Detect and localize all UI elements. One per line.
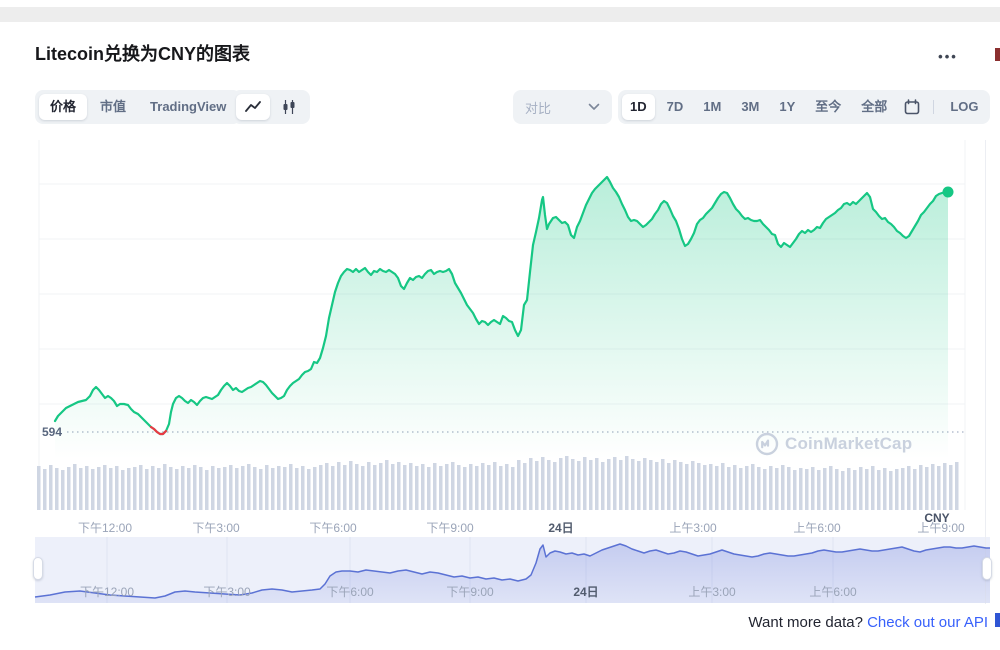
currency-unit-label: CNY bbox=[924, 511, 950, 525]
x-tick-label: 24日 bbox=[548, 521, 574, 535]
x-tick-label: 上午9:00 bbox=[917, 521, 965, 535]
compare-label: 对比 bbox=[525, 100, 552, 116]
chevron-down-icon bbox=[588, 103, 600, 110]
range-all[interactable]: 全部 bbox=[861, 99, 888, 114]
clipped-edge-fragment-top bbox=[995, 48, 1000, 61]
calendar-icon[interactable] bbox=[899, 94, 925, 120]
brush-handle-right[interactable] bbox=[982, 557, 992, 580]
calendar-glyph bbox=[905, 99, 920, 115]
page-top-strip bbox=[0, 7, 1000, 22]
clipped-edge-fragment-bottom bbox=[995, 613, 1000, 627]
api-promo-text: Want more data? bbox=[748, 614, 863, 631]
brush-tick-label: 下午6:00 bbox=[326, 585, 374, 599]
page-title: Litecoin兑换为CNY的图表 bbox=[35, 44, 251, 64]
range-7d[interactable]: 7D bbox=[666, 99, 684, 114]
api-link[interactable]: Check out our API bbox=[867, 614, 988, 631]
metric-tab-group: 价格 市值 TradingView bbox=[35, 90, 242, 124]
x-tick-label: 上午3:00 bbox=[669, 521, 717, 535]
brush-selector[interactable] bbox=[35, 537, 990, 603]
price-chart-plot[interactable] bbox=[39, 140, 965, 510]
range-ytd[interactable]: 至今 bbox=[815, 99, 842, 114]
x-tick-label: 上午6:00 bbox=[793, 521, 841, 535]
brush-tick-label: 24日 bbox=[573, 585, 599, 599]
toolbar-divider bbox=[933, 100, 935, 114]
brush-tick-label: 上午3:00 bbox=[688, 585, 736, 599]
range-1m[interactable]: 1M bbox=[703, 99, 722, 114]
brush-tick-label: 上午6:00 bbox=[809, 585, 857, 599]
coinmarketcap-logo-icon bbox=[755, 432, 779, 456]
x-tick-label: 下午6:00 bbox=[309, 521, 357, 535]
baseline-price-label: 594 bbox=[42, 425, 63, 439]
coinmarketcap-watermark: CoinMarketCap bbox=[755, 432, 912, 456]
range-1d[interactable]: 1D bbox=[622, 94, 655, 120]
range-1y[interactable]: 1Y bbox=[779, 99, 796, 114]
range-3m[interactable]: 3M bbox=[741, 99, 760, 114]
candlestick-icon[interactable] bbox=[272, 94, 306, 120]
log-scale-toggle[interactable]: LOG bbox=[950, 99, 979, 114]
options-menu-button[interactable]: ••• bbox=[938, 48, 958, 64]
x-tick-label: 下午9:00 bbox=[426, 521, 474, 535]
compare-dropdown[interactable]: 对比 bbox=[513, 90, 612, 124]
watermark-text: CoinMarketCap bbox=[785, 434, 913, 453]
x-tick-label: 下午3:00 bbox=[192, 521, 240, 535]
chart-type-group bbox=[232, 90, 310, 124]
tab-tradingview[interactable]: TradingView bbox=[150, 99, 227, 114]
brush-tick-label: 下午12:00 bbox=[79, 585, 135, 599]
candlestick-glyph bbox=[283, 100, 295, 114]
tab-marketcap[interactable]: 市值 bbox=[100, 99, 127, 114]
x-tick-label: 下午12:00 bbox=[77, 521, 133, 535]
brush-tick-label: 下午9:00 bbox=[446, 585, 494, 599]
brush-tick-label: 下午3:00 bbox=[203, 585, 251, 599]
api-promo: Want more data? Check out our API bbox=[748, 614, 988, 631]
time-range-group: 1D 7D 1M 3M 1Y 至今 全部 LOG bbox=[618, 90, 991, 124]
tab-price[interactable]: 价格 bbox=[39, 94, 88, 120]
brush-handle-left[interactable] bbox=[33, 557, 43, 580]
line-chart-glyph bbox=[245, 101, 261, 112]
line-chart-icon[interactable] bbox=[236, 94, 270, 120]
